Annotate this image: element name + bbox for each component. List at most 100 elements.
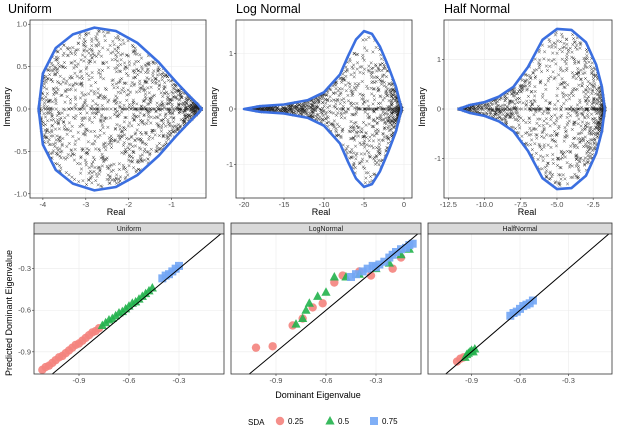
eigenvalue-point xyxy=(92,53,96,57)
eigenvalue-point xyxy=(362,67,367,71)
eigenvalue-point xyxy=(90,49,94,53)
eigenvalue-point xyxy=(151,71,155,75)
eigenvalue-point xyxy=(108,164,112,168)
eigenvalue-point xyxy=(364,38,368,42)
eigenvalue-point xyxy=(352,126,356,130)
eigenvalue-point xyxy=(107,30,111,34)
eigenvalue-point xyxy=(95,174,99,179)
eigenvalue-point xyxy=(131,69,135,73)
eigenvalue-point xyxy=(147,77,151,81)
eigenvalue-point xyxy=(85,111,89,115)
eigenvalue-point xyxy=(139,65,144,69)
eigenvalue-point xyxy=(112,162,116,166)
eigenvalue-point xyxy=(122,90,126,94)
eigenvalue-point xyxy=(387,124,391,128)
eigenvalue-point xyxy=(141,84,145,88)
x-tick-label: -7.5 xyxy=(514,200,527,209)
eigenvalue-point xyxy=(111,39,115,43)
eigenvalue-point xyxy=(142,149,146,154)
eigenvalue-point xyxy=(117,38,121,42)
eigenvalue-point xyxy=(125,53,129,57)
eigenvalue-point xyxy=(172,116,176,120)
eigenvalue-point xyxy=(104,88,109,92)
eigenvalue-point xyxy=(55,114,59,118)
eigenvalue-point xyxy=(73,59,77,63)
eigenvalue-point xyxy=(127,60,131,64)
eigenvalue-point xyxy=(65,46,69,50)
eigenvalue-point xyxy=(122,42,126,46)
eigenvalue-point xyxy=(70,52,74,56)
eigenvalue-point xyxy=(154,77,158,81)
eigenvalue-point xyxy=(344,74,348,78)
eigenvalue-point xyxy=(146,110,150,114)
eigenvalue-point xyxy=(122,120,126,124)
eigenvalue-point xyxy=(60,111,64,115)
eigenvalue-point xyxy=(143,79,147,83)
eigenvalue-point xyxy=(68,83,72,87)
eigenvalue-point xyxy=(116,34,120,38)
eigenvalue-point xyxy=(169,108,173,112)
eigenvalue-point xyxy=(66,113,70,117)
eigenvalue-point xyxy=(186,104,190,108)
eigenvalue-point xyxy=(49,68,53,72)
eigenvalue-point xyxy=(47,99,51,103)
eigenvalue-point xyxy=(164,124,168,128)
eigenvalue-point xyxy=(71,46,75,50)
eigenvalue-point xyxy=(77,137,81,141)
eigenvalue-point xyxy=(131,45,135,49)
eigenvalue-point xyxy=(83,100,87,104)
eigenvalue-point xyxy=(155,101,159,105)
eigenvalue-point xyxy=(314,100,318,105)
eigenvalue-point xyxy=(372,172,376,177)
eigenvalue-point xyxy=(133,107,137,111)
eigenvalue-point xyxy=(81,123,85,127)
eigenvalue-point xyxy=(149,115,153,119)
eigenvalue-point xyxy=(95,38,99,42)
eigenvalue-point xyxy=(61,80,65,84)
eigenvalue-point xyxy=(118,137,122,141)
eigenvalue-point xyxy=(325,121,329,125)
eigenvalue-point xyxy=(49,118,53,122)
eigenvalue-point xyxy=(140,120,144,124)
eigenvalue-point xyxy=(382,107,386,111)
eigenvalue-point xyxy=(372,87,376,91)
eigenvalue-point xyxy=(126,173,130,177)
eigenvalue-point xyxy=(56,67,60,71)
eigenvalue-point xyxy=(129,142,133,146)
x-tick-label: -0.3 xyxy=(370,376,383,385)
eigenvalue-point xyxy=(373,162,378,166)
eigenvalue-point xyxy=(167,110,171,114)
eigenvalue-point xyxy=(109,145,114,150)
eigenvalue-point xyxy=(87,51,91,55)
eigenvalue-point xyxy=(54,99,58,103)
eigenvalue-point xyxy=(137,123,141,127)
eigenvalue-point xyxy=(55,151,59,156)
eigenvalue-point xyxy=(99,72,103,76)
eigenvalue-point xyxy=(95,107,100,111)
eigenvalue-point xyxy=(350,91,354,95)
eigenvalue-point xyxy=(177,103,181,107)
eigenvalue-point xyxy=(109,107,113,111)
eigenvalue-point xyxy=(106,48,110,52)
eigenvalue-point xyxy=(369,61,373,65)
eigenvalue-point xyxy=(78,76,82,80)
eigenvalue-point xyxy=(73,117,77,121)
eigenvalue-point xyxy=(348,150,352,154)
eigenvalue-point xyxy=(147,60,151,65)
eigenvalue-point xyxy=(375,121,379,125)
eigenvalue-point xyxy=(322,109,326,113)
eigenvalue-point xyxy=(101,46,105,50)
eigenvalue-point xyxy=(172,130,176,134)
eigenvalue-point xyxy=(53,120,57,124)
eigenvalue-point xyxy=(120,129,124,133)
eigenvalue-point xyxy=(50,112,54,116)
eigenvalue-point xyxy=(94,112,98,116)
eigenvalue-point xyxy=(116,140,120,144)
eigenvalue-point xyxy=(75,74,79,78)
eigenvalue-point xyxy=(131,156,135,160)
eigenvalue-point xyxy=(51,63,55,68)
eigenvalue-point xyxy=(74,48,78,52)
lognormal-spectrum-panel: Log Normal Real Imaginary -20 -15 -10 -5 0-1… xyxy=(209,2,413,217)
eigenvalue-point xyxy=(116,51,120,55)
